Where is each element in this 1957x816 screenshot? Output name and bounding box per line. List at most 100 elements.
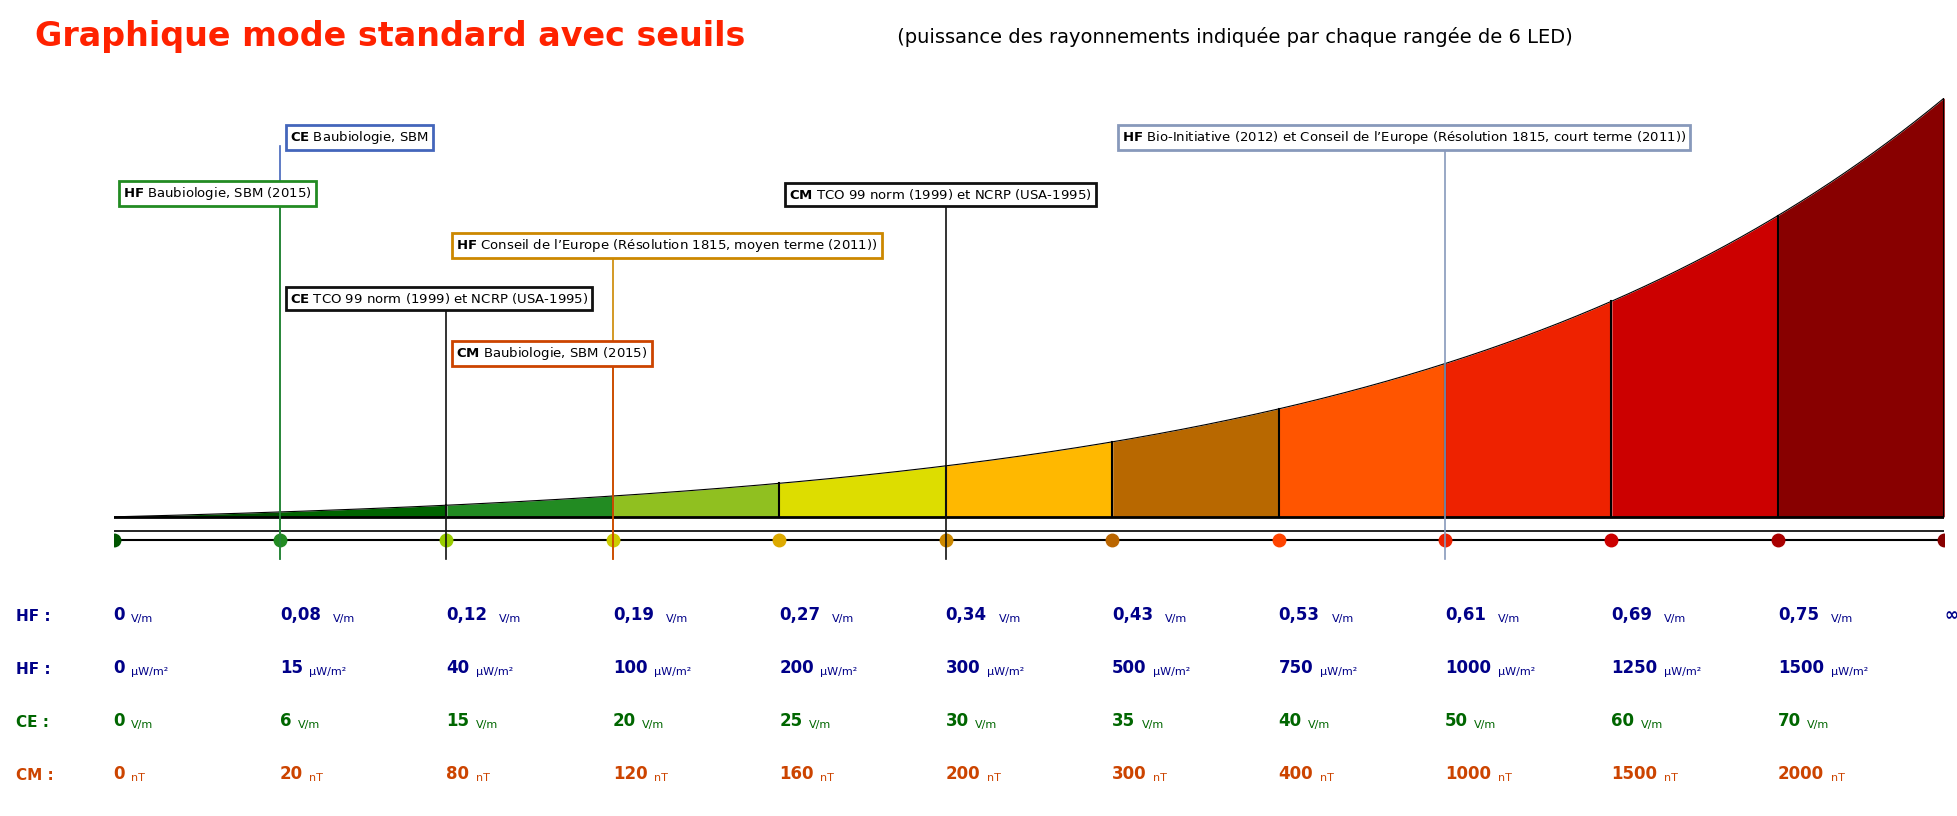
Text: 60: 60 xyxy=(1611,712,1634,730)
Text: $\bf{CM}$ Baubiologie, SBM (2015): $\bf{CM}$ Baubiologie, SBM (2015) xyxy=(456,345,648,362)
Text: 1500: 1500 xyxy=(1611,765,1656,783)
Text: 200: 200 xyxy=(779,659,814,677)
Text: 15: 15 xyxy=(446,712,470,730)
Text: μW/m²: μW/m² xyxy=(1497,667,1534,677)
Text: μW/m²: μW/m² xyxy=(1153,667,1190,677)
Text: 30: 30 xyxy=(945,712,969,730)
Text: 1000: 1000 xyxy=(1444,659,1489,677)
Text: V/m: V/m xyxy=(1663,614,1685,624)
Text: V/m: V/m xyxy=(297,721,319,730)
Text: nT: nT xyxy=(1830,774,1843,783)
Text: Graphique mode standard avec seuils: Graphique mode standard avec seuils xyxy=(35,20,746,53)
Text: nT: nT xyxy=(654,774,667,783)
Text: 0: 0 xyxy=(114,765,125,783)
Text: $\bf{CM}$ TCO 99 norm (1999) et NCRP (USA-1995): $\bf{CM}$ TCO 99 norm (1999) et NCRP (US… xyxy=(789,188,1090,202)
Text: μW/m²: μW/m² xyxy=(986,667,1024,677)
Text: 70: 70 xyxy=(1777,712,1800,730)
Text: nT: nT xyxy=(131,774,145,783)
Text: $\bf{HF}$ Conseil de l’Europe (Résolution 1815, moyen terme (2011)): $\bf{HF}$ Conseil de l’Europe (Résolutio… xyxy=(456,237,877,254)
Text: 2000: 2000 xyxy=(1777,765,1824,783)
Text: μW/m²: μW/m² xyxy=(1830,667,1867,677)
Text: HF :: HF : xyxy=(16,610,51,624)
Text: 0,27: 0,27 xyxy=(779,606,820,624)
Text: μW/m²: μW/m² xyxy=(1319,667,1356,677)
Text: 50: 50 xyxy=(1444,712,1468,730)
Text: V/m: V/m xyxy=(499,614,521,624)
Text: 100: 100 xyxy=(613,659,648,677)
Text: $\bf{CE}$ TCO 99 norm (1999) et NCRP (USA-1995): $\bf{CE}$ TCO 99 norm (1999) et NCRP (US… xyxy=(290,290,587,306)
Text: nT: nT xyxy=(1497,774,1511,783)
Text: V/m: V/m xyxy=(1830,614,1851,624)
Text: 0,75: 0,75 xyxy=(1777,606,1818,624)
Text: μW/m²: μW/m² xyxy=(476,667,513,677)
Text: $\bf{CE}$ Baubiologie, SBM: $\bf{CE}$ Baubiologie, SBM xyxy=(290,129,429,146)
Text: V/m: V/m xyxy=(333,614,354,624)
Text: $\bf{HF}$ Baubiologie, SBM (2015): $\bf{HF}$ Baubiologie, SBM (2015) xyxy=(123,185,311,202)
Text: 80: 80 xyxy=(446,765,470,783)
Text: 0,19: 0,19 xyxy=(613,606,654,624)
Text: 0: 0 xyxy=(114,606,125,624)
Text: 300: 300 xyxy=(1112,765,1147,783)
Text: 300: 300 xyxy=(945,659,980,677)
Text: 500: 500 xyxy=(1112,659,1147,677)
Text: ∞: ∞ xyxy=(1943,606,1957,624)
Text: 40: 40 xyxy=(1278,712,1301,730)
Text: V/m: V/m xyxy=(975,721,996,730)
Text: V/m: V/m xyxy=(476,721,497,730)
Text: 40: 40 xyxy=(446,659,470,677)
Text: CM :: CM : xyxy=(16,769,53,783)
Text: V/m: V/m xyxy=(1640,721,1661,730)
Text: 20: 20 xyxy=(280,765,303,783)
Text: V/m: V/m xyxy=(808,721,830,730)
Text: 120: 120 xyxy=(613,765,648,783)
Text: 0,08: 0,08 xyxy=(280,606,321,624)
Text: V/m: V/m xyxy=(1806,721,1828,730)
Text: V/m: V/m xyxy=(665,614,687,624)
Text: nT: nT xyxy=(1153,774,1166,783)
Text: 0,69: 0,69 xyxy=(1611,606,1652,624)
Text: V/m: V/m xyxy=(832,614,853,624)
Text: 0: 0 xyxy=(114,712,125,730)
Text: 0: 0 xyxy=(114,659,125,677)
Text: μW/m²: μW/m² xyxy=(654,667,691,677)
Text: 160: 160 xyxy=(779,765,814,783)
Text: (puissance des rayonnements indiquée par chaque rangée de 6 LED): (puissance des rayonnements indiquée par… xyxy=(890,27,1571,47)
Text: 35: 35 xyxy=(1112,712,1135,730)
Text: nT: nT xyxy=(476,774,489,783)
Text: 15: 15 xyxy=(280,659,303,677)
Text: μW/m²: μW/m² xyxy=(1663,667,1701,677)
Text: 200: 200 xyxy=(945,765,980,783)
Text: V/m: V/m xyxy=(131,614,153,624)
Text: 0,12: 0,12 xyxy=(446,606,487,624)
Text: nT: nT xyxy=(1319,774,1333,783)
Text: 1000: 1000 xyxy=(1444,765,1489,783)
Text: 750: 750 xyxy=(1278,659,1313,677)
Text: 20: 20 xyxy=(613,712,636,730)
Text: 0,43: 0,43 xyxy=(1112,606,1153,624)
Text: nT: nT xyxy=(309,774,323,783)
Text: V/m: V/m xyxy=(1474,721,1495,730)
Text: V/m: V/m xyxy=(131,721,153,730)
Text: 0,61: 0,61 xyxy=(1444,606,1485,624)
Text: V/m: V/m xyxy=(1331,614,1352,624)
Text: nT: nT xyxy=(986,774,1000,783)
Text: V/m: V/m xyxy=(642,721,663,730)
Text: V/m: V/m xyxy=(1497,614,1519,624)
Text: nT: nT xyxy=(1663,774,1677,783)
Text: μW/m²: μW/m² xyxy=(131,667,168,677)
Text: V/m: V/m xyxy=(1307,721,1329,730)
Text: 0,34: 0,34 xyxy=(945,606,986,624)
Text: 1500: 1500 xyxy=(1777,659,1822,677)
Text: 400: 400 xyxy=(1278,765,1313,783)
Text: CE :: CE : xyxy=(16,716,49,730)
Text: $\bf{HF}$ Bio-Initiative (2012) et Conseil de l’Europe (Résolution 1815, court t: $\bf{HF}$ Bio-Initiative (2012) et Conse… xyxy=(1121,129,1685,146)
Text: V/m: V/m xyxy=(998,614,1020,624)
Text: nT: nT xyxy=(820,774,834,783)
Text: 6: 6 xyxy=(280,712,292,730)
Text: V/m: V/m xyxy=(1164,614,1186,624)
Text: 1250: 1250 xyxy=(1611,659,1658,677)
Text: 25: 25 xyxy=(779,712,802,730)
Text: V/m: V/m xyxy=(1141,721,1162,730)
Text: HF :: HF : xyxy=(16,663,51,677)
Text: 0,53: 0,53 xyxy=(1278,606,1319,624)
